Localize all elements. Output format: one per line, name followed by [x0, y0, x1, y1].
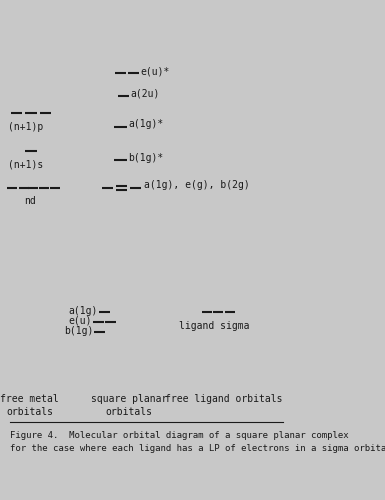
Text: e(u)*: e(u)*: [141, 66, 170, 76]
Text: (n+1)p: (n+1)p: [8, 122, 43, 132]
Text: a(1g)*: a(1g)*: [129, 119, 164, 129]
Text: a(1g): a(1g): [69, 306, 98, 316]
Text: b(1g)*: b(1g)*: [129, 153, 164, 163]
Text: nd: nd: [24, 196, 35, 206]
Text: free ligand orbitals: free ligand orbitals: [165, 394, 282, 404]
Text: e(u): e(u): [69, 316, 92, 326]
Text: a(2u): a(2u): [131, 88, 160, 99]
Text: b(1g): b(1g): [64, 326, 94, 336]
Text: ligand sigma: ligand sigma: [179, 320, 249, 330]
Text: free metal
orbitals: free metal orbitals: [0, 394, 59, 417]
Text: (n+1)s: (n+1)s: [8, 159, 43, 169]
Text: a(1g), e(g), b(2g): a(1g), e(g), b(2g): [144, 180, 249, 190]
Text: Figure 4.  Molecular orbital diagram of a square planar complex
for the case whe: Figure 4. Molecular orbital diagram of a…: [10, 432, 385, 453]
Text: square planar
orbitals: square planar orbitals: [91, 394, 167, 417]
